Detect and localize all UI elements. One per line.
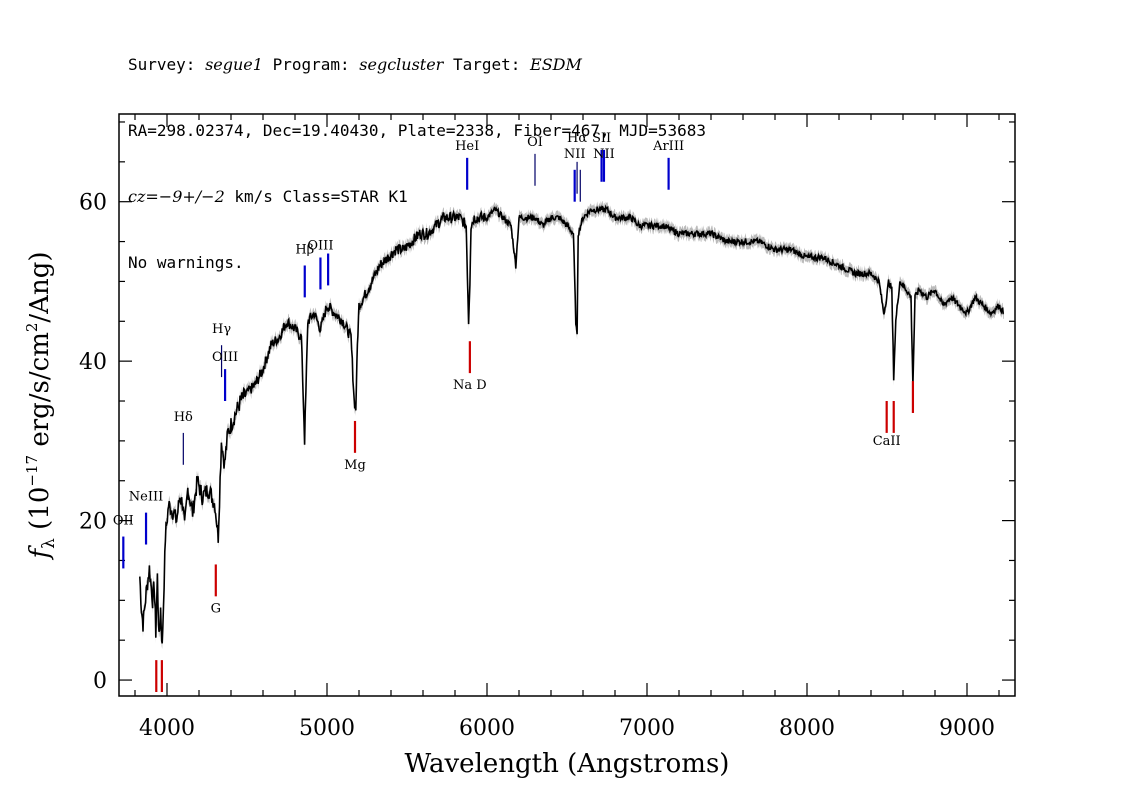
line-label: OIII [307, 239, 333, 254]
spectrum-header: Survey: segue1 Program: segcluster Targe… [128, 10, 706, 296]
x-tick-label: 4000 [139, 716, 195, 741]
line-label: OI [527, 135, 543, 150]
x-tick-label: 8000 [779, 716, 835, 741]
header-line-redshift: cz=−9+/−2 km/s Class=STAR K1 [128, 186, 706, 208]
line-label: Hδ [174, 410, 193, 425]
plot-area [139, 201, 1004, 649]
line-label: Hα [567, 131, 587, 146]
spectrum-error-band [139, 201, 1004, 649]
y-tick-label: 20 [79, 510, 107, 535]
class-text: km/s Class=STAR K1 [224, 187, 408, 206]
x-tick-label: 6000 [459, 716, 515, 741]
y-tick-label: 60 [79, 191, 107, 216]
x-tick-label: 5000 [299, 716, 355, 741]
cz-value: cz=−9+/−2 [128, 187, 225, 206]
line-label: Hγ [212, 322, 231, 337]
y-tick-label: 40 [79, 350, 107, 375]
x-axis-label: Wavelength (Angstroms) [405, 749, 730, 779]
program-label: Program: [262, 55, 360, 74]
line-label: SII [592, 131, 611, 146]
line-label: Na D [453, 378, 487, 393]
spectrum-line [139, 204, 1004, 644]
header-line-survey: Survey: segue1 Program: segcluster Targe… [128, 54, 706, 76]
line-label: OII [113, 514, 134, 529]
line-label: NII [593, 147, 615, 162]
line-label: NII [564, 147, 586, 162]
line-label: Mg [344, 458, 366, 473]
line-label: NeIII [129, 490, 163, 505]
y-axis-label: fλ (10−17 erg/s/cm2/Ang) [23, 252, 59, 561]
header-line-coordinates: RA=298.02374, Dec=19.40430, Plate=2338, … [128, 121, 706, 140]
target-label: Target: [443, 55, 531, 74]
line-label: ArIII [652, 139, 684, 154]
x-tick-label: 9000 [939, 716, 995, 741]
line-label: G [211, 601, 221, 616]
line-label: Hβ [295, 243, 314, 258]
survey-value: segue1 [205, 55, 263, 74]
axes: 4000 5000 6000 7000 8000 9000 0 20 40 60 [79, 114, 1015, 741]
target-value: ESDM [530, 55, 582, 74]
line-label: OIII [212, 350, 238, 365]
y-tick-label: 0 [93, 669, 107, 694]
header-line-warnings: No warnings. [128, 253, 244, 272]
plot-frame [118, 113, 1016, 697]
program-value: segcluster [359, 55, 444, 74]
survey-label: Survey: [128, 55, 206, 74]
x-tick-label: 7000 [619, 716, 675, 741]
line-label: CaII [873, 434, 901, 449]
line-label: HeI [455, 139, 479, 154]
